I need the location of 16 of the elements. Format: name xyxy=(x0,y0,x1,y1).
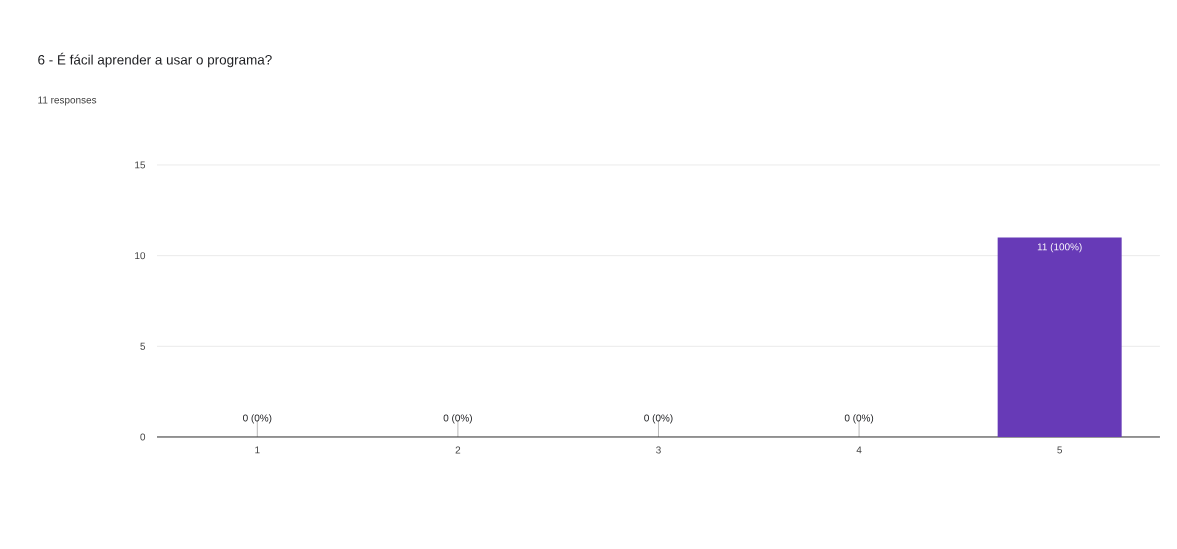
chart-title: 6 - É fácil aprender a usar o programa? xyxy=(38,52,272,68)
x-tick-label: 2 xyxy=(455,446,461,454)
y-tick-label: 15 xyxy=(135,161,146,169)
data-label: 0 (0%) xyxy=(844,414,874,424)
data-label: 11 (100%) xyxy=(1037,243,1082,253)
x-tick-label: 5 xyxy=(1057,446,1063,454)
x-tick-label: 4 xyxy=(856,446,862,454)
data-label: 0 (0%) xyxy=(443,414,472,424)
data-label: 0 (0%) xyxy=(644,414,673,424)
data-label: 0 (0%) xyxy=(243,414,272,424)
text: 11 responses xyxy=(38,96,97,106)
y-tick-label: 5 xyxy=(140,342,146,350)
x-tick-label: 1 xyxy=(255,446,260,454)
x-tick-label: 3 xyxy=(656,446,661,454)
y-tick-label: 10 xyxy=(135,252,146,260)
y-tick-label: 0 xyxy=(140,433,146,441)
